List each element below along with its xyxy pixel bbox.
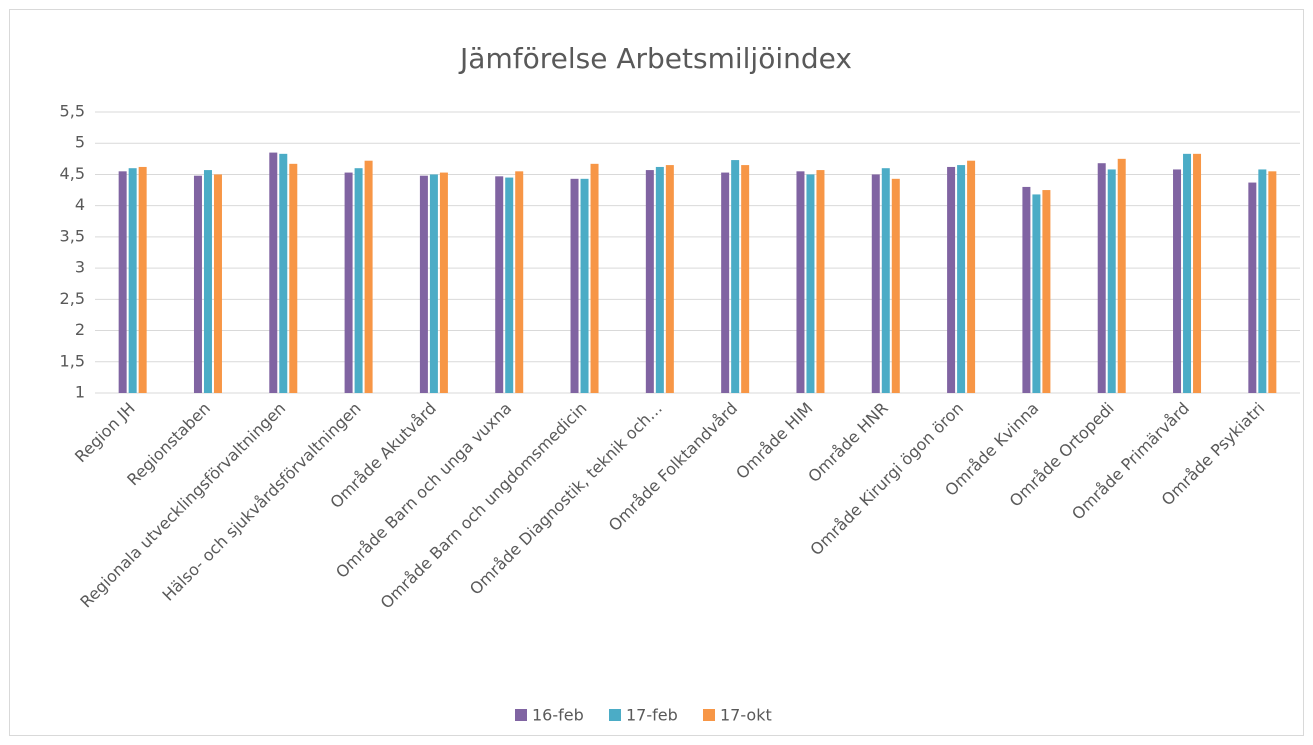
y-tick-label: 5 <box>75 133 85 152</box>
bar <box>344 172 353 393</box>
bar <box>665 165 674 393</box>
bar <box>947 166 956 393</box>
legend-swatch <box>515 709 527 721</box>
y-tick-label: 1,5 <box>60 351 85 370</box>
y-tick-label: 3 <box>75 258 85 277</box>
bar <box>1248 182 1257 393</box>
bar <box>957 165 966 393</box>
bar <box>1173 169 1182 393</box>
bar <box>590 163 599 393</box>
bar <box>364 160 373 393</box>
bar <box>429 174 438 393</box>
bar <box>1107 169 1116 393</box>
bar <box>1042 190 1051 393</box>
bar <box>796 171 805 393</box>
bar <box>128 168 137 393</box>
y-tick-label: 2,5 <box>60 289 85 308</box>
y-tick-label: 5,5 <box>60 102 85 121</box>
bar <box>354 168 363 393</box>
legend-label: 16-feb <box>532 706 584 725</box>
y-tick-label: 1 <box>75 383 85 402</box>
y-tick-label: 3,5 <box>60 226 85 245</box>
legend-label: 17-okt <box>720 706 772 725</box>
bar <box>118 171 127 393</box>
legend-swatch <box>703 709 715 721</box>
bar <box>439 172 448 393</box>
bar <box>721 172 730 393</box>
bar <box>806 174 815 393</box>
bar <box>269 152 278 393</box>
legend-label: 17-feb <box>626 706 678 725</box>
bar <box>580 178 589 393</box>
bar <box>871 174 880 393</box>
bar <box>570 178 579 393</box>
bar <box>505 177 514 393</box>
y-tick-label: 4,5 <box>60 164 85 183</box>
chart-title: Jämförelse Arbetsmiljöindex <box>458 42 852 75</box>
bar <box>203 170 212 393</box>
bar <box>138 166 147 393</box>
bar <box>731 160 740 393</box>
bar <box>1117 158 1126 393</box>
y-tick-label: 2 <box>75 320 85 339</box>
bar <box>213 174 222 393</box>
bar <box>1268 171 1277 393</box>
bar <box>1258 169 1267 393</box>
bar <box>1193 153 1202 393</box>
legend-swatch <box>609 709 621 721</box>
bar <box>655 166 664 393</box>
bar <box>816 170 825 393</box>
y-tick-label: 4 <box>75 195 85 214</box>
bar <box>891 178 900 393</box>
bar <box>193 175 202 393</box>
bar <box>419 175 428 393</box>
bar <box>881 168 890 393</box>
bar <box>645 170 654 393</box>
bar <box>1022 186 1031 393</box>
bar <box>1097 163 1106 393</box>
bar <box>967 160 976 393</box>
bar <box>741 165 750 393</box>
bar <box>515 171 524 393</box>
bar <box>1032 194 1041 393</box>
bar <box>289 163 298 393</box>
bar <box>1183 153 1192 393</box>
bar <box>495 176 504 393</box>
bar <box>279 153 288 393</box>
